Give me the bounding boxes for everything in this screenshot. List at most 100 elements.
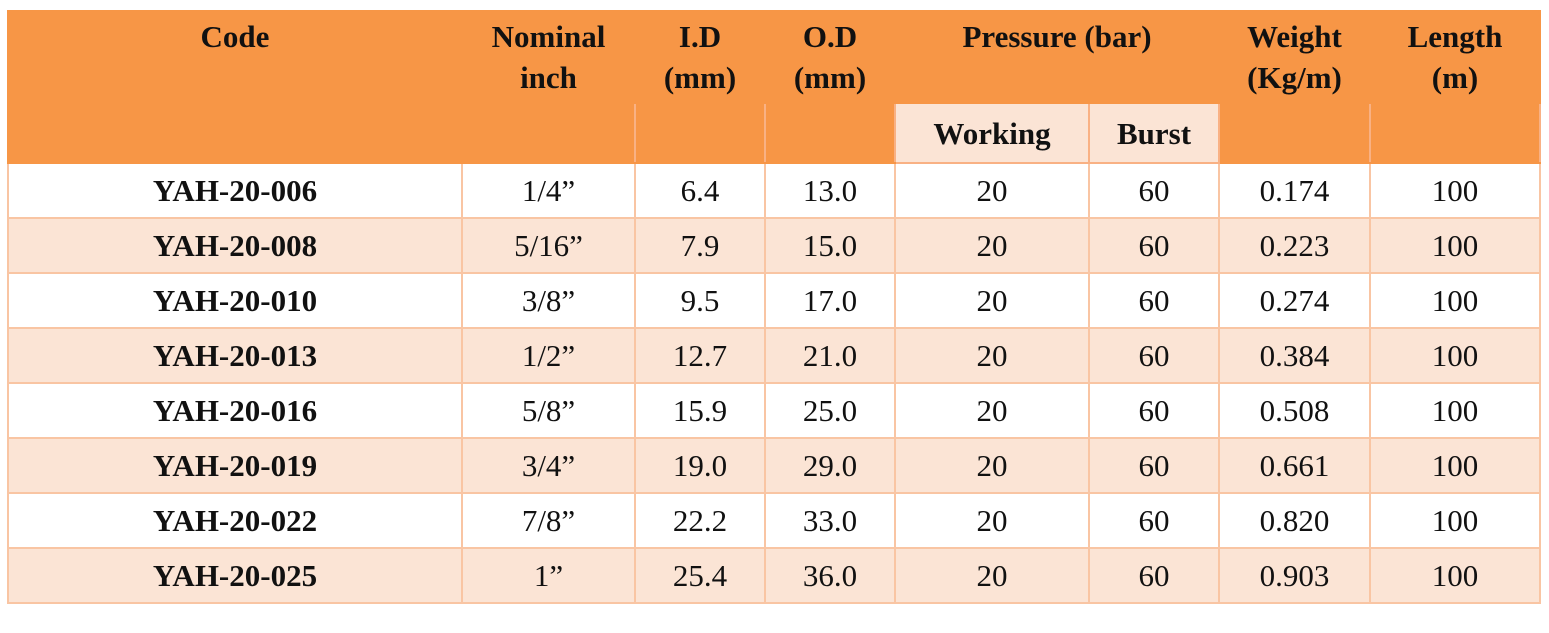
header-nominal-line1: Nominal: [491, 19, 606, 54]
cell-weight: 0.903: [1218, 547, 1371, 604]
cell-weight: 0.223: [1218, 217, 1371, 274]
cell-nominal: 1/2”: [461, 327, 636, 384]
cell-burst: 60: [1088, 162, 1220, 219]
cell-id: 7.9: [634, 217, 766, 274]
header-code: Code: [7, 10, 463, 104]
cell-nominal: 5/8”: [461, 382, 636, 439]
header-pressure: Pressure (bar): [894, 10, 1220, 104]
header-nominal: Nominal inch: [461, 10, 636, 104]
cell-weight: 0.274: [1218, 272, 1371, 329]
cell-working: 20: [894, 217, 1090, 274]
cell-burst: 60: [1088, 327, 1220, 384]
cell-od: 33.0: [764, 492, 896, 549]
cell-code: YAH-20-016: [7, 382, 463, 439]
cell-id: 19.0: [634, 437, 766, 494]
cell-working: 20: [894, 272, 1090, 329]
cell-working: 20: [894, 547, 1090, 604]
cell-length: 100: [1369, 382, 1541, 439]
cell-weight: 0.508: [1218, 382, 1371, 439]
header-sub-weight-empty: [1218, 102, 1371, 164]
header-burst-label: Burst: [1116, 115, 1192, 151]
header-row-main: Code Nominal inch I.D (mm) O.D (mm) Pressur…: [7, 10, 1541, 104]
cell-od: 36.0: [764, 547, 896, 604]
header-sub-od-empty: [764, 102, 896, 164]
cell-working: 20: [894, 327, 1090, 384]
header-id-line2: (mm): [663, 60, 737, 95]
cell-code: YAH-20-019: [7, 437, 463, 494]
header-id: I.D (mm): [634, 10, 766, 104]
cell-code: YAH-20-022: [7, 492, 463, 549]
header-sub-nominal-empty: [461, 102, 636, 164]
header-id-line1: I.D: [678, 19, 722, 54]
cell-working: 20: [894, 382, 1090, 439]
table-row: YAH-20-022 7/8” 22.2 33.0 20 60 0.820 100: [7, 492, 1541, 549]
cell-burst: 60: [1088, 547, 1220, 604]
header-pressure-label: Pressure (bar): [962, 19, 1152, 54]
table-row: YAH-20-016 5/8” 15.9 25.0 20 60 0.508 100: [7, 382, 1541, 439]
cell-id: 9.5: [634, 272, 766, 329]
header-length-line1: Length: [1407, 19, 1503, 54]
cell-burst: 60: [1088, 272, 1220, 329]
header-row-sub: Working Burst: [7, 102, 1541, 164]
cell-burst: 60: [1088, 437, 1220, 494]
cell-od: 15.0: [764, 217, 896, 274]
header-od-line1: O.D: [802, 19, 858, 54]
cell-weight: 0.661: [1218, 437, 1371, 494]
table-row: YAH-20-008 5/16” 7.9 15.0 20 60 0.223 100: [7, 217, 1541, 274]
table-row: YAH-20-006 1/4” 6.4 13.0 20 60 0.174 100: [7, 162, 1541, 219]
table-row: YAH-20-010 3/8” 9.5 17.0 20 60 0.274 100: [7, 272, 1541, 329]
header-burst: Burst: [1088, 102, 1220, 164]
cell-od: 13.0: [764, 162, 896, 219]
cell-burst: 60: [1088, 382, 1220, 439]
cell-id: 6.4: [634, 162, 766, 219]
cell-id: 15.9: [634, 382, 766, 439]
cell-burst: 60: [1088, 492, 1220, 549]
cell-length: 100: [1369, 437, 1541, 494]
table-row: YAH-20-025 1” 25.4 36.0 20 60 0.903 100: [7, 547, 1541, 604]
header-weight: Weight (Kg/m): [1218, 10, 1371, 104]
header-od-line2: (mm): [793, 60, 867, 95]
table-body: YAH-20-006 1/4” 6.4 13.0 20 60 0.174 100 YAH-20-…: [7, 162, 1541, 604]
cell-nominal: 7/8”: [461, 492, 636, 549]
cell-code: YAH-20-025: [7, 547, 463, 604]
header-weight-line1: Weight: [1247, 19, 1342, 54]
table-row: YAH-20-019 3/4” 19.0 29.0 20 60 0.661 100: [7, 437, 1541, 494]
cell-working: 20: [894, 437, 1090, 494]
header-weight-line2: (Kg/m): [1247, 60, 1342, 95]
header-sub-length-empty: [1369, 102, 1541, 164]
cell-nominal: 3/8”: [461, 272, 636, 329]
table-header: Code Nominal inch I.D (mm) O.D (mm) Pressur…: [7, 10, 1541, 164]
cell-code: YAH-20-006: [7, 162, 463, 219]
cell-length: 100: [1369, 217, 1541, 274]
spec-table-container: Code Nominal inch I.D (mm) O.D (mm) Pressur…: [7, 10, 1541, 604]
cell-length: 100: [1369, 162, 1541, 219]
header-working-label: Working: [933, 115, 1051, 151]
cell-od: 21.0: [764, 327, 896, 384]
cell-code: YAH-20-013: [7, 327, 463, 384]
cell-weight: 0.174: [1218, 162, 1371, 219]
cell-id: 25.4: [634, 547, 766, 604]
header-length-line2: (m): [1431, 60, 1479, 95]
cell-nominal: 1”: [461, 547, 636, 604]
cell-nominal: 3/4”: [461, 437, 636, 494]
header-working: Working: [894, 102, 1090, 164]
cell-code: YAH-20-008: [7, 217, 463, 274]
cell-working: 20: [894, 162, 1090, 219]
cell-od: 17.0: [764, 272, 896, 329]
header-sub-id-empty: [634, 102, 766, 164]
cell-burst: 60: [1088, 217, 1220, 274]
cell-code: YAH-20-010: [7, 272, 463, 329]
cell-weight: 0.820: [1218, 492, 1371, 549]
cell-length: 100: [1369, 547, 1541, 604]
header-od: O.D (mm): [764, 10, 896, 104]
cell-id: 12.7: [634, 327, 766, 384]
cell-od: 29.0: [764, 437, 896, 494]
header-nominal-line2: inch: [520, 60, 577, 95]
cell-length: 100: [1369, 492, 1541, 549]
cell-nominal: 5/16”: [461, 217, 636, 274]
cell-weight: 0.384: [1218, 327, 1371, 384]
cell-id: 22.2: [634, 492, 766, 549]
cell-working: 20: [894, 492, 1090, 549]
hose-spec-table: Code Nominal inch I.D (mm) O.D (mm) Pressur…: [7, 10, 1541, 604]
cell-nominal: 1/4”: [461, 162, 636, 219]
